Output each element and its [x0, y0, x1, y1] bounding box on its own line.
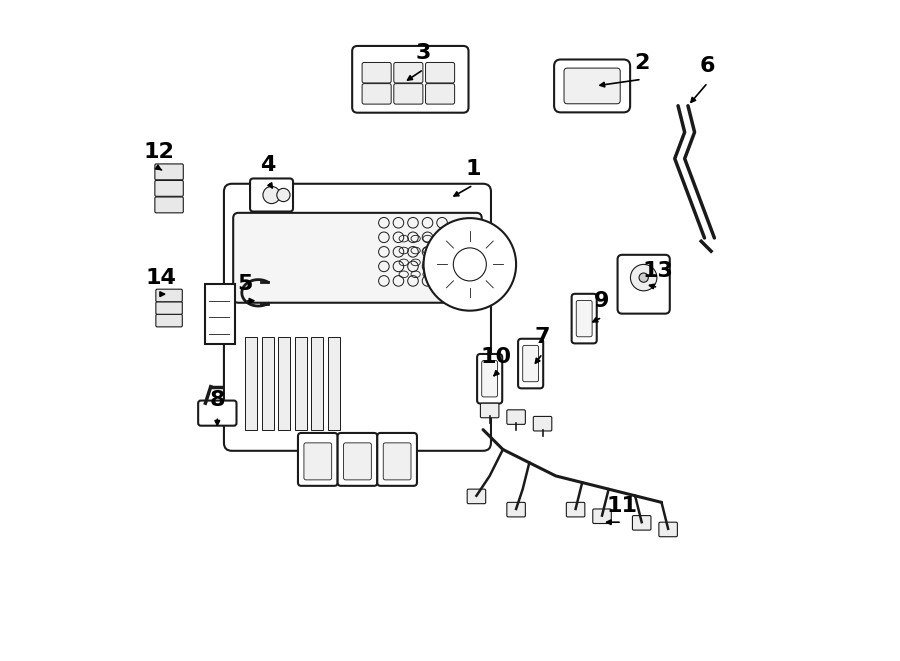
FancyBboxPatch shape	[426, 62, 454, 83]
FancyBboxPatch shape	[564, 68, 620, 104]
FancyBboxPatch shape	[554, 59, 630, 112]
FancyBboxPatch shape	[156, 289, 183, 301]
FancyBboxPatch shape	[426, 83, 454, 104]
FancyBboxPatch shape	[617, 255, 670, 314]
Text: 7: 7	[535, 327, 550, 347]
Text: 3: 3	[416, 43, 431, 63]
FancyBboxPatch shape	[566, 502, 585, 517]
FancyBboxPatch shape	[344, 443, 372, 480]
FancyBboxPatch shape	[298, 433, 338, 486]
Circle shape	[631, 264, 657, 291]
FancyBboxPatch shape	[633, 516, 651, 530]
FancyBboxPatch shape	[507, 410, 526, 424]
FancyBboxPatch shape	[593, 509, 611, 524]
Text: 12: 12	[144, 142, 175, 162]
Circle shape	[263, 186, 280, 204]
Bar	[262, 337, 274, 430]
FancyBboxPatch shape	[477, 354, 502, 403]
Text: 9: 9	[594, 291, 609, 311]
Bar	[294, 337, 307, 430]
FancyBboxPatch shape	[155, 180, 184, 196]
FancyBboxPatch shape	[394, 62, 423, 83]
FancyBboxPatch shape	[304, 443, 332, 480]
FancyBboxPatch shape	[383, 443, 411, 480]
Text: 13: 13	[643, 261, 674, 281]
FancyBboxPatch shape	[394, 83, 423, 104]
FancyBboxPatch shape	[156, 314, 183, 327]
Circle shape	[639, 273, 648, 282]
FancyBboxPatch shape	[233, 213, 482, 303]
Text: 6: 6	[700, 56, 716, 76]
FancyBboxPatch shape	[467, 489, 486, 504]
FancyBboxPatch shape	[362, 83, 392, 104]
FancyBboxPatch shape	[338, 433, 377, 486]
FancyBboxPatch shape	[523, 345, 538, 382]
FancyBboxPatch shape	[156, 301, 183, 314]
Bar	[278, 337, 290, 430]
Text: 10: 10	[481, 347, 512, 367]
Bar	[205, 284, 235, 344]
Bar	[245, 337, 257, 430]
Circle shape	[454, 248, 486, 281]
FancyBboxPatch shape	[250, 178, 293, 212]
FancyBboxPatch shape	[576, 300, 592, 336]
FancyBboxPatch shape	[224, 184, 491, 451]
FancyBboxPatch shape	[572, 293, 597, 344]
FancyBboxPatch shape	[352, 46, 469, 112]
FancyBboxPatch shape	[507, 502, 526, 517]
FancyBboxPatch shape	[198, 401, 237, 426]
FancyBboxPatch shape	[481, 403, 499, 418]
FancyBboxPatch shape	[362, 62, 392, 83]
Text: 4: 4	[260, 155, 276, 175]
Text: 11: 11	[607, 496, 637, 516]
Text: 2: 2	[634, 53, 650, 73]
FancyBboxPatch shape	[377, 433, 417, 486]
Text: 1: 1	[465, 159, 481, 178]
Bar	[311, 337, 323, 430]
Circle shape	[424, 218, 516, 311]
FancyBboxPatch shape	[155, 164, 184, 180]
Bar	[328, 337, 339, 430]
Text: 14: 14	[145, 268, 176, 288]
Text: 5: 5	[238, 274, 253, 294]
FancyBboxPatch shape	[518, 338, 544, 389]
Text: 8: 8	[210, 390, 225, 410]
FancyBboxPatch shape	[659, 522, 678, 537]
FancyBboxPatch shape	[155, 197, 184, 213]
FancyBboxPatch shape	[482, 361, 498, 397]
Circle shape	[277, 188, 290, 202]
FancyBboxPatch shape	[534, 416, 552, 431]
